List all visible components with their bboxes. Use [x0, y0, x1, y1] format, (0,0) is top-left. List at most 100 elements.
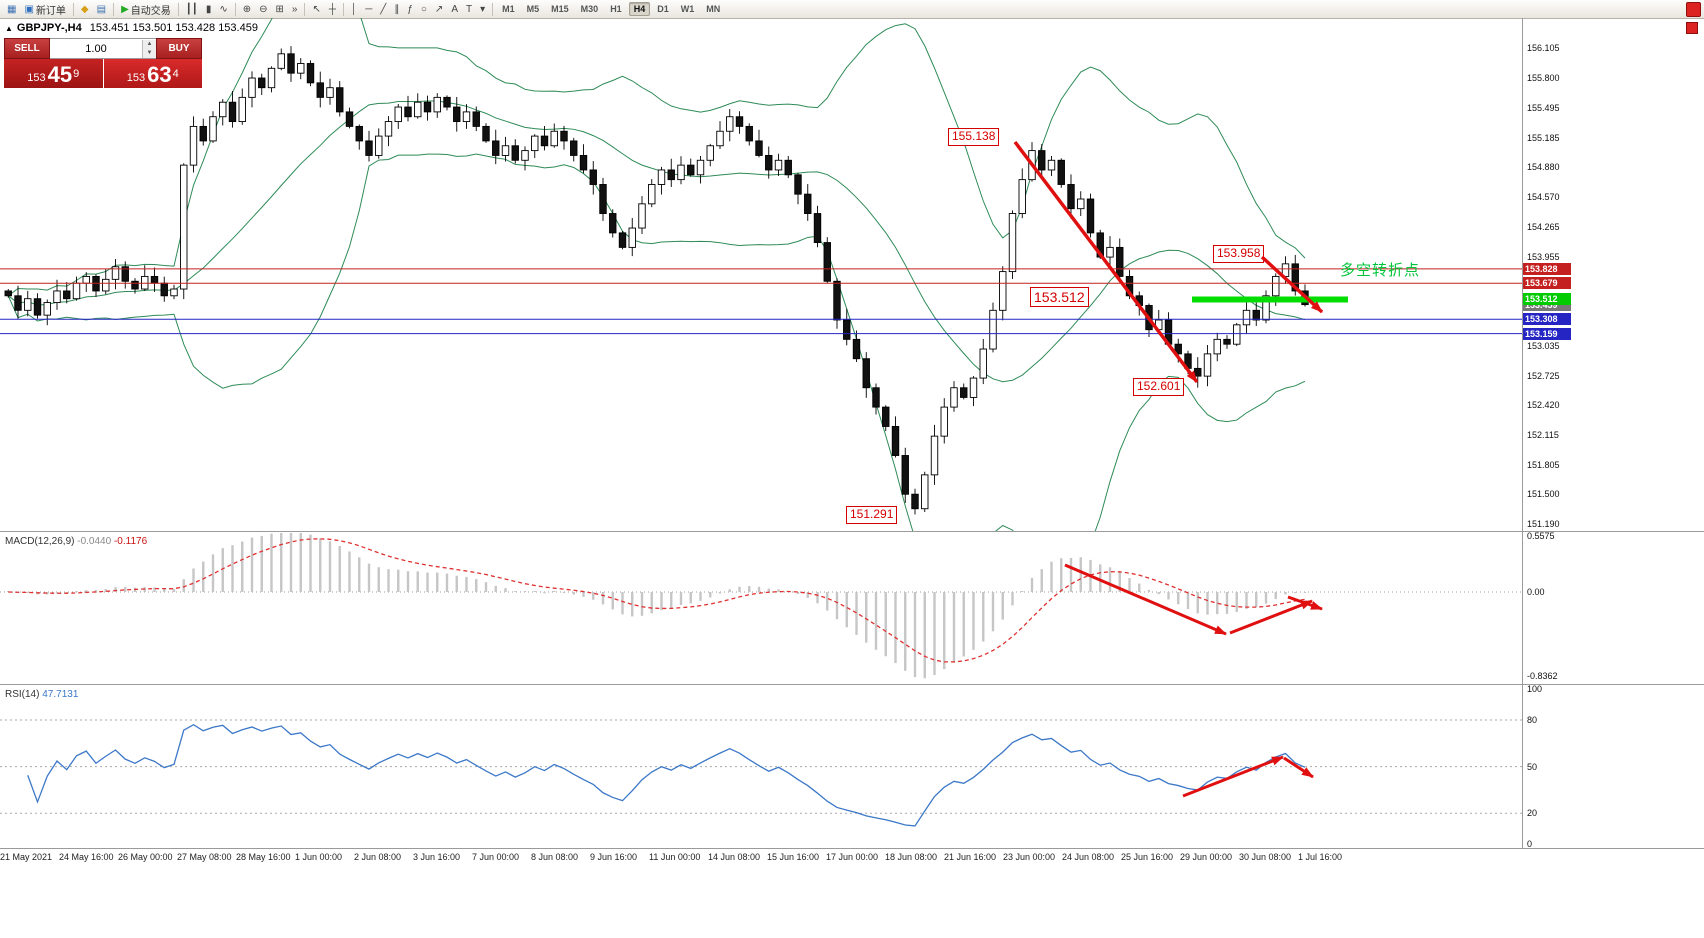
- time-label: 24 Jun 08:00: [1062, 852, 1115, 862]
- time-label: 29 Jun 00:00: [1180, 852, 1233, 862]
- label-tool-icon[interactable]: T: [462, 1, 476, 18]
- volume-stepper[interactable]: ▲ ▼: [142, 39, 156, 58]
- time-label: 21 Jun 16:00: [944, 852, 997, 862]
- tile-windows-icon[interactable]: ⊞: [272, 1, 288, 18]
- time-label: 3 Jun 16:00: [413, 852, 461, 862]
- macd-indicator-canvas[interactable]: [0, 533, 1522, 684]
- line-chart-icon[interactable]: ∿: [215, 1, 231, 18]
- candle-down: [589, 169, 597, 185]
- candle-chart-icon[interactable]: ▮: [202, 1, 216, 18]
- candle-up: [648, 184, 656, 205]
- candle-down: [667, 169, 675, 181]
- timeframe-button-m15[interactable]: M15: [551, 4, 569, 14]
- zoom-in-icon[interactable]: ⊕: [239, 1, 255, 18]
- cursor-icon[interactable]: ↖: [308, 1, 324, 18]
- rsi-axis-value: 50: [1527, 761, 1538, 772]
- shapes-icon[interactable]: ○: [417, 1, 431, 18]
- zoom-out-icon[interactable]: ⊖: [255, 1, 271, 18]
- text-tool-icon[interactable]: A: [447, 1, 462, 18]
- candle-up: [394, 106, 402, 123]
- bollinger-middle-band: [7, 100, 1306, 383]
- timeframe-button-w1[interactable]: W1: [680, 4, 695, 14]
- candle-up: [930, 435, 939, 476]
- candle-up: [1203, 353, 1212, 377]
- candle-up: [297, 63, 305, 74]
- chart-macd-splitter[interactable]: [0, 531, 1704, 532]
- candle-down: [1252, 309, 1260, 321]
- shapes-icon: ○: [420, 3, 427, 15]
- autotrade-button[interactable]: ▶ 自动交易: [117, 1, 175, 18]
- auto-scroll-icon[interactable]: »: [288, 1, 302, 18]
- candle-down: [579, 154, 588, 171]
- toolbar-separator: [492, 2, 494, 16]
- volume-up-icon[interactable]: ▲: [143, 39, 156, 49]
- ohlc-values: 153.451 153.501 153.428 153.459: [89, 22, 258, 34]
- candle-down: [1174, 343, 1182, 355]
- metaeditor-icon[interactable]: ◆: [77, 1, 93, 18]
- time-label: 17 Jun 00:00: [826, 852, 879, 862]
- candle-down: [131, 280, 139, 290]
- price-tick: 155.495: [1527, 102, 1560, 113]
- macd-axis-value: 0.00: [1527, 587, 1545, 597]
- autotrade-button: ▶: [121, 3, 129, 15]
- candle-up: [170, 288, 178, 297]
- timeframe-button-m1[interactable]: M1: [502, 4, 515, 14]
- one-click-collapse-icon[interactable]: ▲: [5, 24, 13, 33]
- candle-chart-icon: ▮: [205, 3, 212, 15]
- price-tick: 153.955: [1527, 251, 1560, 262]
- volume-input[interactable]: [50, 41, 142, 56]
- vertical-line-icon[interactable]: │: [347, 1, 361, 18]
- candle-down: [813, 213, 822, 244]
- channel-icon[interactable]: ∥: [390, 1, 403, 18]
- arrow-tool-icon: ↗: [434, 3, 444, 15]
- macd-axis-value: 0.5575: [1527, 531, 1555, 542]
- bollinger-lower-band: [7, 153, 1306, 531]
- toolbar-red-status-icon[interactable]: [1686, 1, 1701, 17]
- price-tick: 151.805: [1527, 459, 1560, 470]
- timeframe-button-mn[interactable]: MN: [706, 4, 721, 14]
- candle-up: [141, 275, 149, 290]
- sell-price[interactable]: 153 45 9: [4, 59, 103, 88]
- sell-price-base: 153: [27, 72, 46, 84]
- horizontal-line-icon[interactable]: ─: [361, 1, 376, 18]
- candle-down: [823, 242, 831, 282]
- timeframe-button-h1[interactable]: H1: [610, 4, 622, 14]
- timeframe-button-m30[interactable]: M30: [580, 4, 599, 14]
- more-tools-caret-icon[interactable]: ▾: [476, 1, 489, 18]
- charts-dropdown-icon[interactable]: ▦: [3, 1, 20, 18]
- arrow-tool-icon[interactable]: ↗: [431, 1, 447, 18]
- chart-corner-red-icon[interactable]: [1686, 22, 1698, 34]
- new-order-button[interactable]: ▣ 新订单: [20, 1, 69, 18]
- timeframe-button-m5[interactable]: M5: [526, 4, 540, 14]
- volume-field[interactable]: ▲ ▼: [50, 38, 156, 59]
- buy-price[interactable]: 153 63 4: [103, 59, 202, 88]
- candle-up: [521, 150, 529, 161]
- sell-button[interactable]: SELL: [4, 38, 50, 59]
- candle-down: [609, 213, 617, 234]
- bar-chart-icon[interactable]: ┃┃: [182, 1, 202, 18]
- candle-up: [1008, 213, 1017, 273]
- candle-down: [258, 77, 266, 89]
- main-toolbar: ▦ ▣ 新订单 ◆ ▤ ▶ 自动交易 ┃┃ ▮ ∿ ⊕ ⊖ ⊞» ↖ ┼ │ ─ ╱ ∥ ƒ ○ ↗ A T ▾ M1 M5 M15 M…: [0, 0, 1704, 19]
- candle-down: [1096, 232, 1104, 258]
- buy-button[interactable]: BUY: [156, 38, 202, 59]
- market-watch-icon[interactable]: ▤: [93, 1, 110, 18]
- candle-up: [43, 302, 51, 316]
- volume-down-icon[interactable]: ▼: [143, 48, 156, 58]
- rsi-timeaxis-splitter[interactable]: [0, 848, 1704, 849]
- macd-rsi-splitter[interactable]: [0, 684, 1704, 685]
- fibonacci-icon[interactable]: ƒ: [403, 1, 417, 18]
- new-order-button-label: 新订单: [35, 5, 66, 17]
- rsi-indicator-canvas[interactable]: [0, 686, 1522, 848]
- candle-down: [1291, 263, 1299, 292]
- trendline-icon[interactable]: ╱: [376, 1, 390, 18]
- timeframe-button-h4[interactable]: H4: [628, 2, 651, 16]
- candle-down: [882, 406, 890, 427]
- candle-up: [979, 348, 987, 379]
- candle-down: [1116, 246, 1124, 277]
- candle-down: [540, 135, 549, 147]
- price-tick: 156.105: [1527, 43, 1560, 54]
- candlestick-chart-canvas[interactable]: [0, 18, 1522, 531]
- timeframe-button-d1[interactable]: D1: [657, 4, 669, 14]
- crosshair-icon[interactable]: ┼: [325, 1, 340, 18]
